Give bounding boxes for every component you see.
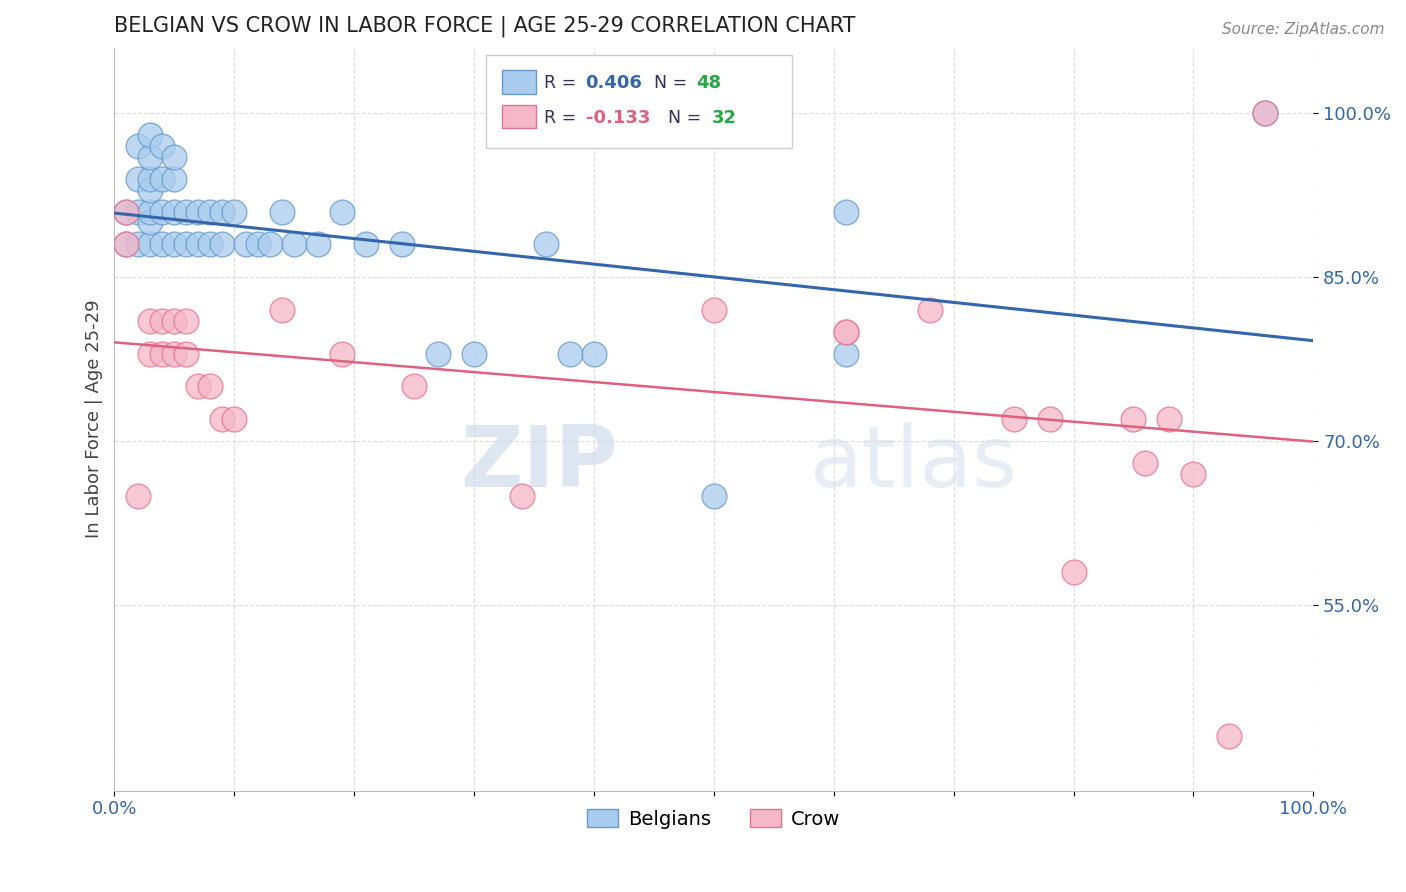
- Point: [534, 237, 557, 252]
- Point: [200, 204, 222, 219]
- Point: [139, 183, 162, 197]
- Point: [835, 204, 858, 219]
- FancyBboxPatch shape: [502, 70, 537, 94]
- Point: [115, 204, 138, 219]
- Point: [703, 489, 725, 503]
- Point: [163, 346, 186, 360]
- Point: [163, 171, 186, 186]
- Point: [404, 379, 426, 393]
- Point: [1254, 106, 1277, 120]
- Point: [354, 237, 377, 252]
- Point: [187, 204, 209, 219]
- Point: [150, 314, 173, 328]
- Point: [176, 346, 198, 360]
- Text: 32: 32: [711, 109, 737, 128]
- Point: [139, 204, 162, 219]
- Point: [200, 237, 222, 252]
- Text: N =: N =: [654, 74, 688, 93]
- Point: [139, 150, 162, 164]
- Point: [224, 204, 246, 219]
- Point: [163, 314, 186, 328]
- Point: [176, 314, 198, 328]
- Point: [427, 346, 450, 360]
- Y-axis label: In Labor Force | Age 25-29: In Labor Force | Age 25-29: [86, 300, 103, 539]
- Point: [127, 237, 149, 252]
- Point: [235, 237, 257, 252]
- Text: ZIP: ZIP: [460, 422, 617, 505]
- Point: [200, 379, 222, 393]
- Point: [271, 204, 294, 219]
- Point: [187, 237, 209, 252]
- Text: N =: N =: [668, 109, 702, 128]
- Point: [139, 314, 162, 328]
- Text: R =: R =: [544, 109, 576, 128]
- Point: [703, 302, 725, 317]
- Legend: Belgians, Crow: Belgians, Crow: [579, 802, 848, 837]
- Point: [139, 346, 162, 360]
- Text: 0.406: 0.406: [585, 74, 643, 93]
- Point: [211, 237, 233, 252]
- Point: [150, 139, 173, 153]
- Point: [1218, 729, 1240, 743]
- Point: [163, 150, 186, 164]
- Point: [510, 489, 533, 503]
- Text: 48: 48: [696, 74, 721, 93]
- Point: [835, 346, 858, 360]
- Point: [127, 204, 149, 219]
- Point: [150, 204, 173, 219]
- Point: [307, 237, 329, 252]
- Point: [187, 379, 209, 393]
- Point: [835, 325, 858, 339]
- Point: [211, 204, 233, 219]
- Text: atlas: atlas: [810, 422, 1018, 505]
- Point: [127, 171, 149, 186]
- Point: [115, 204, 138, 219]
- Point: [918, 302, 941, 317]
- Point: [1182, 467, 1205, 481]
- Point: [558, 346, 581, 360]
- Point: [139, 171, 162, 186]
- Point: [1159, 412, 1181, 426]
- Point: [176, 204, 198, 219]
- Point: [150, 346, 173, 360]
- Point: [127, 489, 149, 503]
- Point: [283, 237, 305, 252]
- Point: [835, 325, 858, 339]
- Text: -0.133: -0.133: [585, 109, 650, 128]
- Point: [1002, 412, 1025, 426]
- Point: [1063, 565, 1085, 579]
- Point: [259, 237, 281, 252]
- Point: [271, 302, 294, 317]
- Point: [115, 237, 138, 252]
- Point: [115, 237, 138, 252]
- Point: [330, 346, 353, 360]
- Point: [1135, 456, 1157, 470]
- Point: [176, 237, 198, 252]
- Point: [1038, 412, 1060, 426]
- Point: [247, 237, 270, 252]
- Text: R =: R =: [544, 74, 576, 93]
- Point: [139, 128, 162, 142]
- FancyBboxPatch shape: [486, 55, 792, 148]
- Point: [224, 412, 246, 426]
- Point: [330, 204, 353, 219]
- Point: [139, 237, 162, 252]
- Text: Source: ZipAtlas.com: Source: ZipAtlas.com: [1222, 22, 1385, 37]
- Point: [1254, 106, 1277, 120]
- Point: [391, 237, 413, 252]
- Point: [211, 412, 233, 426]
- Point: [150, 171, 173, 186]
- Text: BELGIAN VS CROW IN LABOR FORCE | AGE 25-29 CORRELATION CHART: BELGIAN VS CROW IN LABOR FORCE | AGE 25-…: [114, 15, 856, 37]
- Point: [1122, 412, 1144, 426]
- Point: [582, 346, 605, 360]
- Point: [463, 346, 485, 360]
- Point: [163, 237, 186, 252]
- FancyBboxPatch shape: [502, 104, 537, 128]
- Point: [150, 237, 173, 252]
- Point: [127, 139, 149, 153]
- Point: [163, 204, 186, 219]
- Point: [139, 215, 162, 229]
